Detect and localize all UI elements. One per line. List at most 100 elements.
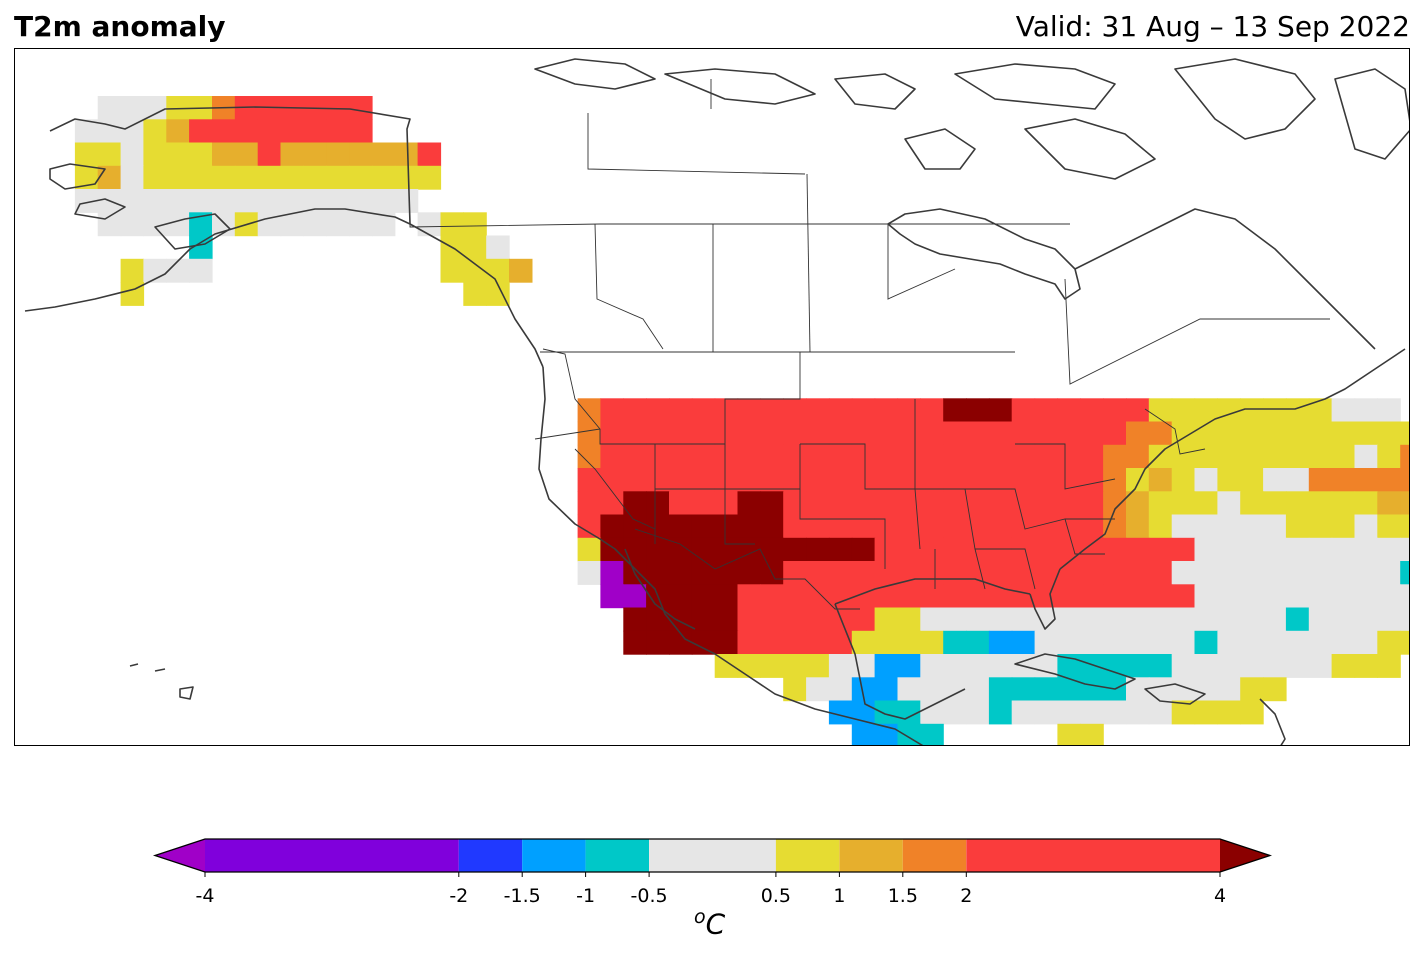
- anomaly-cell: [646, 444, 670, 469]
- anomaly-cell: [646, 398, 670, 423]
- anomaly-cell: [897, 514, 921, 539]
- anomaly-cell: [806, 421, 830, 446]
- anomaly-cell: [1354, 561, 1378, 585]
- map-panel: [14, 48, 1410, 746]
- anomaly-cell: [417, 165, 442, 190]
- anomaly-cell: [257, 189, 282, 213]
- anomaly-cell: [1240, 561, 1264, 585]
- colorbar-tick-label: 1: [833, 885, 846, 907]
- anomaly-cell: [212, 165, 236, 190]
- anomaly-cell: [806, 491, 830, 516]
- anomaly-cell: [1331, 630, 1356, 655]
- anomaly-cell: [600, 491, 624, 516]
- colorbar-tick-label: -4: [195, 885, 215, 907]
- anomaly-cell: [1217, 468, 1241, 492]
- anomaly-cell: [783, 677, 807, 702]
- anomaly-cell: [1400, 607, 1409, 632]
- anomaly-cell: [669, 491, 693, 516]
- anomaly-cell: [1285, 654, 1310, 678]
- anomaly-cell: [1285, 398, 1310, 423]
- anomaly-cell: [806, 607, 830, 632]
- anomaly-cell: [1171, 561, 1196, 585]
- anomaly-cell: [966, 421, 990, 446]
- anomaly-cell: [97, 165, 122, 190]
- border-line: [887, 224, 956, 300]
- anomaly-cell: [600, 421, 624, 446]
- colorbar-tick-label: -1.5: [503, 885, 541, 907]
- anomaly-cell: [303, 165, 327, 190]
- anomaly-cell: [1171, 398, 1196, 423]
- anomaly-cell: [1285, 468, 1310, 492]
- anomaly-cell: [1285, 561, 1310, 585]
- anomaly-cell: [874, 700, 899, 725]
- anomaly-cell: [966, 607, 990, 632]
- anomaly-cell: [966, 700, 990, 725]
- coastline: [1014, 653, 1136, 690]
- anomaly-cell: [988, 537, 1013, 562]
- anomaly-cell: [806, 630, 830, 655]
- coastline: [834, 73, 916, 110]
- anomaly-cell: [257, 142, 282, 167]
- anomaly-cell: [189, 189, 213, 213]
- anomaly-cell: [1126, 561, 1150, 585]
- anomaly-cell: [669, 444, 693, 469]
- anomaly-cell: [371, 212, 396, 237]
- anomaly-cell: [966, 491, 990, 516]
- anomaly-cell: [1057, 607, 1081, 632]
- anomaly-cell: [577, 491, 602, 516]
- coastline: [154, 213, 231, 250]
- coastline: [534, 58, 656, 90]
- anomaly-cell: [806, 398, 830, 423]
- anomaly-cell: [783, 421, 807, 446]
- anomaly-cell: [874, 677, 899, 702]
- anomaly-cell: [988, 654, 1013, 678]
- anomaly-cell: [943, 468, 967, 492]
- anomaly-cell: [897, 677, 921, 702]
- anomaly-cell: [577, 444, 602, 469]
- anomaly-cell: [257, 165, 282, 190]
- anomaly-cell: [988, 700, 1013, 725]
- anomaly-cell: [874, 468, 899, 492]
- colorbar-tick-label: 2: [960, 885, 973, 907]
- anomaly-cell: [234, 189, 259, 213]
- anomaly-cell: [806, 468, 830, 492]
- anomaly-cell: [1103, 514, 1127, 539]
- anomaly-cell: [1148, 654, 1173, 678]
- anomaly-cell: [166, 189, 190, 213]
- anomaly-cell: [143, 119, 167, 144]
- anomaly-cell: [326, 142, 350, 167]
- anomaly-cell: [1354, 468, 1378, 492]
- anomaly-cell: [714, 537, 739, 562]
- anomaly-cell: [1080, 607, 1104, 632]
- anomaly-cell: [691, 537, 716, 562]
- coastline: [954, 63, 1116, 110]
- anomaly-cell: [1080, 561, 1104, 585]
- anomaly-cell: [600, 398, 624, 423]
- anomaly-cell: [874, 654, 899, 678]
- anomaly-cell: [120, 212, 145, 237]
- anomaly-cell: [1331, 421, 1356, 446]
- anomaly-cell: [1377, 421, 1401, 446]
- anomaly-cell: [988, 677, 1013, 702]
- anomaly-cell: [1011, 514, 1036, 539]
- anomaly-cell: [623, 514, 647, 539]
- anomaly-cell: [74, 189, 99, 213]
- anomaly-cell: [737, 630, 761, 655]
- coastline: [904, 128, 976, 170]
- colorbar-segment: [649, 839, 776, 872]
- anomaly-cell: [760, 468, 784, 492]
- coastline: [834, 603, 966, 720]
- anomaly-cell: [966, 654, 990, 678]
- anomaly-cell: [1171, 444, 1196, 469]
- anomaly-cell: [828, 444, 853, 469]
- anomaly-cell: [166, 212, 190, 237]
- anomaly-cell: [1011, 677, 1036, 702]
- anomaly-cell: [1034, 654, 1059, 678]
- anomaly-cell: [1080, 398, 1104, 423]
- anomaly-cell: [166, 142, 190, 167]
- anomaly-cell: [1011, 491, 1036, 516]
- anomaly-cell: [897, 421, 921, 446]
- anomaly-cell: [714, 630, 739, 655]
- anomaly-cell: [669, 398, 693, 423]
- anomaly-cell: [1011, 398, 1036, 423]
